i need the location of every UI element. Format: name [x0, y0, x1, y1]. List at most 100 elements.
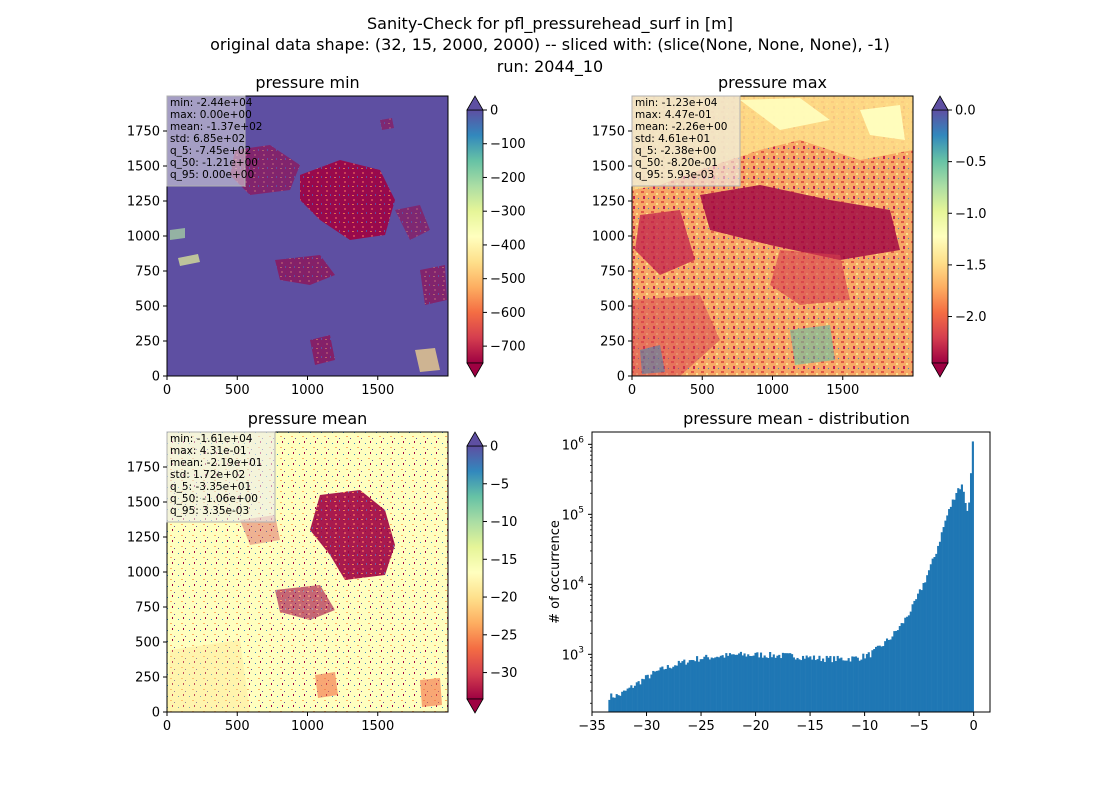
- x-tick-label: 500: [225, 719, 250, 734]
- y-tick-label: 750: [600, 265, 625, 280]
- colorbar-tick-label: −1.0: [955, 207, 987, 222]
- histogram-bar: [739, 651, 742, 712]
- x-tick-label: −5: [910, 719, 929, 734]
- histogram-bar: [708, 659, 711, 712]
- stat-line: min: -1.61e+04: [170, 433, 253, 445]
- histogram-bar: [639, 684, 642, 712]
- colorbar-tick-label: 0: [490, 440, 498, 455]
- histogram-bar: [644, 675, 648, 712]
- histogram-bar: [929, 564, 932, 712]
- histogram-bar: [741, 655, 744, 712]
- histogram-bar: [942, 527, 945, 712]
- histogram-bar: [957, 488, 960, 712]
- histogram-bar: [955, 492, 958, 712]
- y-tick-label: 1750: [127, 125, 160, 140]
- histogram-bar: [780, 658, 783, 712]
- histogram-bar: [659, 667, 662, 712]
- histogram-bar: [834, 661, 837, 712]
- suptitle-line-2: original data shape: (32, 15, 2000, 2000…: [210, 35, 890, 54]
- histogram-bar: [918, 589, 921, 712]
- x-tick-label: 1500: [361, 719, 394, 734]
- histogram-bar: [635, 682, 638, 712]
- plot-frame: [591, 431, 991, 713]
- colorbar-tick-label: −2.0: [955, 310, 987, 325]
- x-tick-label: 0: [163, 719, 171, 734]
- histogram-bar: [927, 570, 931, 712]
- histogram-bar: [624, 690, 627, 712]
- histogram-bar: [622, 690, 626, 712]
- histogram-bar: [679, 662, 682, 712]
- x-tick-label: 1500: [361, 383, 394, 398]
- histogram-bar: [632, 687, 635, 712]
- y-tick-label: 1500: [127, 496, 160, 511]
- y-tick-label: 1250: [592, 195, 625, 210]
- stat-line: q_5: -2.38e+00: [635, 145, 716, 157]
- suptitle-line-3: run: 2044_10: [497, 57, 603, 77]
- histogram-bar: [838, 658, 841, 712]
- histogram-bar: [789, 653, 792, 712]
- stat-line: std: 1.72e+02: [170, 469, 245, 481]
- histogram-bar: [721, 655, 724, 712]
- histogram-bar: [829, 655, 832, 712]
- histogram-bar: [633, 685, 637, 712]
- stat-line: std: 6.85e+02: [170, 133, 245, 145]
- histogram-bar: [949, 506, 953, 712]
- histogram-bar: [727, 655, 730, 712]
- stats-box: min: -1.23e+04 max: 4.47e-01 mean: -2.26…: [631, 95, 741, 187]
- stat-line: min: -1.23e+04: [635, 97, 718, 109]
- stat-line: q_95: 0.00e+00: [170, 169, 254, 181]
- histogram-bar: [747, 654, 750, 712]
- histogram-bar: [849, 661, 852, 712]
- histogram-bar: [873, 649, 876, 712]
- heatmap-features: [170, 118, 447, 372]
- histogram-bar: [920, 590, 923, 712]
- colorbar-tick-label: −30: [490, 666, 517, 681]
- histogram-bar: [628, 687, 631, 712]
- histogram-bar: [822, 658, 825, 712]
- histogram-bar: [714, 657, 717, 712]
- histogram-bar: [833, 656, 836, 712]
- histogram-bar: [869, 657, 872, 712]
- histogram-bar: [805, 655, 808, 712]
- histogram-bar: [670, 668, 673, 712]
- histogram-bar: [643, 679, 646, 712]
- histogram-bar: [705, 654, 708, 712]
- histogram-bar: [842, 660, 845, 712]
- histogram-bar: [796, 657, 799, 712]
- y-tick-label: 1000: [592, 230, 625, 245]
- histogram-bar: [776, 655, 779, 712]
- colorbar-tick-label: −25: [490, 628, 517, 643]
- histogram-bar: [710, 657, 713, 712]
- stat-line: mean: -1.37e+02: [170, 121, 262, 133]
- histogram-bar: [944, 520, 947, 712]
- y-tick-label: 1250: [127, 531, 160, 546]
- x-tick-label: 1000: [291, 719, 324, 734]
- y-tick-label: 105: [562, 505, 584, 523]
- histogram-bar: [657, 670, 660, 712]
- y-tick-label: 0: [152, 706, 160, 721]
- panel-pressure-mean: pressure mean min: -1.61e+04 max: 4.31e-…: [127, 409, 518, 734]
- histogram-bar: [909, 611, 912, 712]
- histogram-bar: [736, 654, 739, 712]
- y-tick-label: 250: [135, 671, 160, 686]
- histogram-bar: [701, 659, 704, 712]
- x-tick-label: 0: [163, 383, 171, 398]
- histogram-bar: [646, 674, 649, 712]
- colorbar-tick-label: −10: [490, 515, 517, 530]
- histogram-bar: [637, 681, 640, 712]
- histogram-bar: [688, 660, 691, 712]
- stat-line: q_50: -1.06e+00: [170, 493, 258, 505]
- colorbar-tick-label: −700: [490, 340, 526, 355]
- histogram-bar: [871, 650, 874, 712]
- panel-pressure-max: pressure max min: -1.23e+04 max: 4.47e-0…: [592, 73, 987, 398]
- colorbar-tick-label: 0.0: [955, 104, 976, 119]
- histogram-bar: [827, 657, 830, 712]
- histogram-bar: [900, 623, 903, 712]
- x-tick-label: −25: [687, 719, 714, 734]
- stat-line: mean: -2.26e+00: [635, 121, 727, 133]
- stat-line: q_5: -3.35e+01: [170, 481, 251, 493]
- histogram-bar: [895, 630, 898, 712]
- histogram-bar: [915, 599, 918, 712]
- y-tick-label: 500: [135, 300, 160, 315]
- heatmap-features: [167, 490, 442, 712]
